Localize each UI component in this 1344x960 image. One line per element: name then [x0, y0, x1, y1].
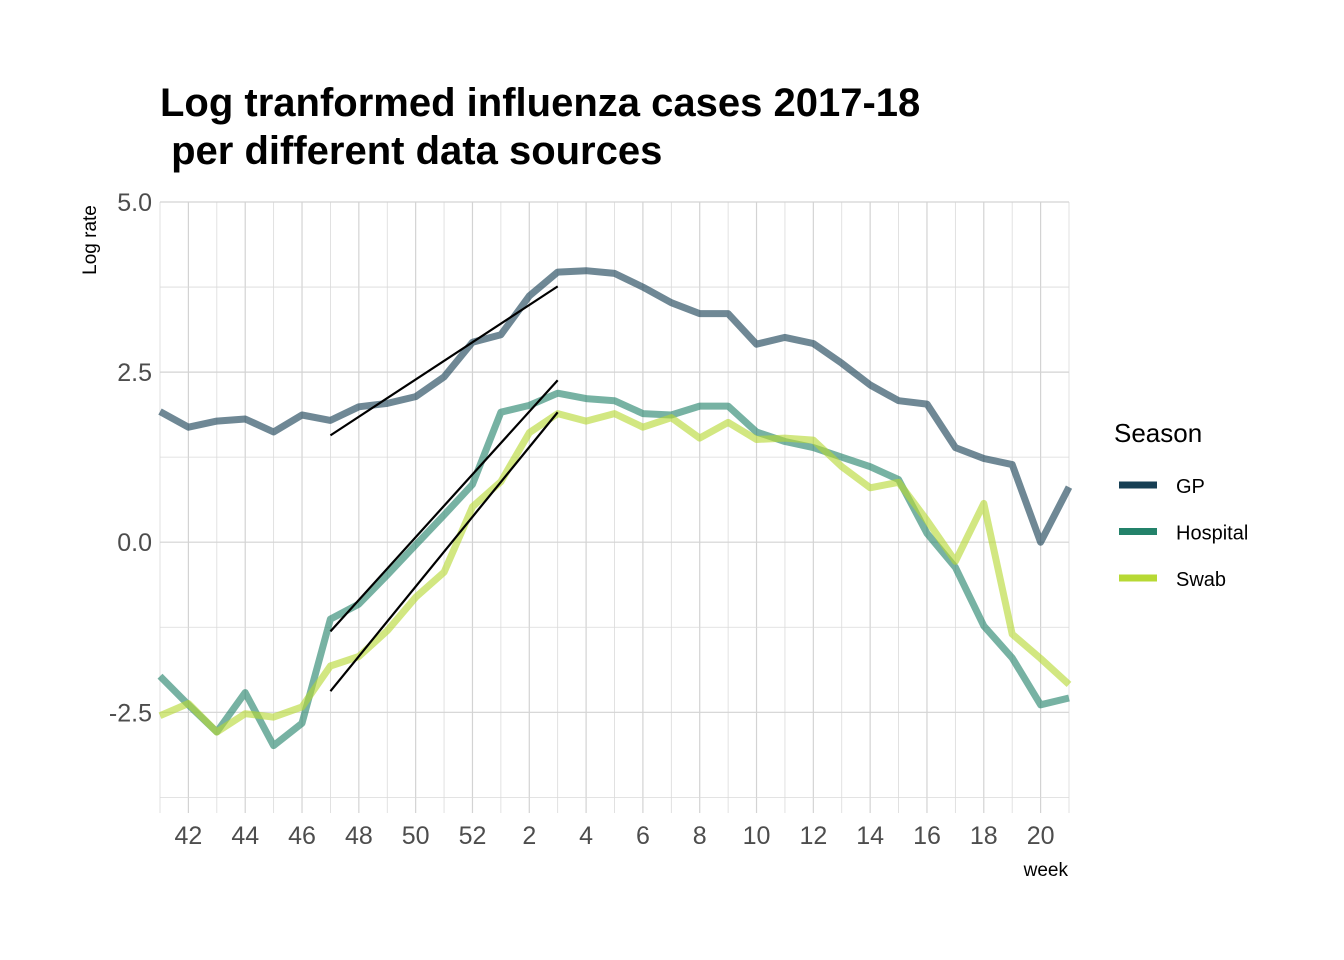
series-line-gp: [158, 267, 1073, 546]
legend-label-gp: GP: [1176, 476, 1205, 498]
x-tick-label: 2: [522, 822, 536, 850]
x-tick-label: 18: [970, 822, 998, 850]
trend-lines: [329, 285, 559, 692]
x-tick-label: 16: [913, 822, 941, 850]
y-tick-label: -2.5: [109, 699, 152, 727]
y-axis-label: Log rate: [80, 205, 101, 275]
x-tick-label: 42: [175, 822, 203, 850]
x-tick-label: 8: [693, 822, 707, 850]
y-tick-label: 2.5: [117, 359, 152, 387]
y-tick-label: 5.0: [117, 189, 152, 217]
trend-line-3: [329, 411, 559, 692]
x-tick-label: 46: [288, 822, 316, 850]
legend-title: Season: [1114, 418, 1202, 448]
grid: [159, 201, 1070, 813]
series-line-swab: [158, 410, 1072, 736]
x-tick-label: 50: [402, 822, 430, 850]
x-tick-label: 6: [636, 822, 650, 850]
chart-title-line1: Log tranformed influenza cases 2017-18: [160, 81, 920, 125]
trend-line-1: [329, 285, 559, 437]
x-tick-label: 52: [459, 822, 487, 850]
x-axis-label: week: [1023, 860, 1069, 881]
x-tick-label: 4: [579, 822, 593, 850]
x-axis-ticks: 42 44 46 48 50 52 2 4 6 8 10 12 14 16 18 20: [175, 822, 1055, 850]
x-tick-label: 12: [799, 822, 827, 850]
y-tick-label: 0.0: [117, 529, 152, 557]
x-tick-label: 10: [743, 822, 771, 850]
legend: Season GP Hospital Swab: [1114, 418, 1248, 591]
x-tick-label: 14: [856, 822, 884, 850]
x-tick-label: 48: [345, 822, 373, 850]
trend-line-2: [329, 379, 559, 633]
x-tick-label: 20: [1027, 822, 1055, 850]
x-tick-label: 44: [231, 822, 259, 850]
series-lines: [157, 267, 1073, 750]
chart-title-line2: per different data sources: [160, 129, 662, 173]
legend-label-swab: Swab: [1176, 569, 1226, 591]
y-axis-ticks: -2.5 0.0 2.5 5.0: [109, 189, 152, 727]
legend-label-hospital: Hospital: [1176, 523, 1248, 545]
